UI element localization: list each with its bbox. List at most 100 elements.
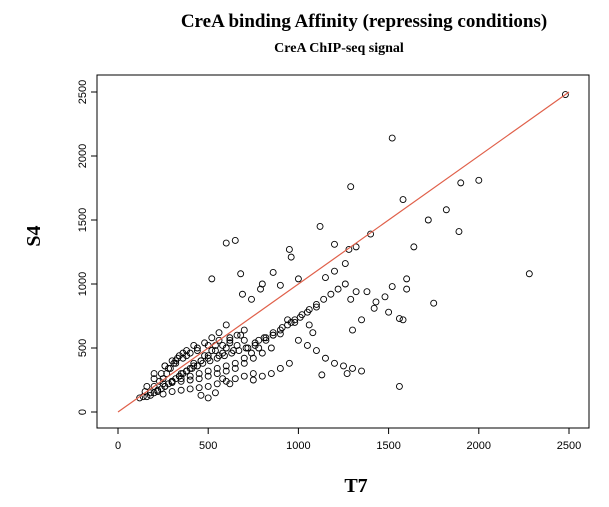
data-point (222, 362, 230, 370)
data-point (168, 377, 176, 385)
data-point (170, 359, 178, 367)
data-point (166, 365, 174, 372)
x-tick-label: 1500 (376, 440, 400, 452)
data-point (213, 365, 221, 372)
data-point (249, 370, 257, 378)
data-point (195, 375, 203, 383)
data-point (222, 321, 230, 329)
data-point (222, 239, 230, 247)
data-point (150, 382, 158, 390)
y-tick-label: 2000 (77, 144, 89, 168)
data-point (219, 375, 227, 383)
data-point (201, 352, 209, 360)
data-point (147, 391, 154, 399)
data-point (257, 285, 264, 293)
data-point (177, 386, 185, 394)
data-point (156, 377, 163, 385)
data-point (161, 362, 169, 370)
data-point (186, 372, 194, 380)
data-point (442, 206, 450, 214)
y-tick-label: 500 (77, 339, 89, 357)
data-point (276, 281, 284, 289)
data-point (237, 270, 245, 278)
data-point (403, 275, 411, 283)
data-point (222, 367, 230, 375)
data-point (395, 315, 403, 323)
data-point (193, 362, 201, 370)
data-point (204, 394, 212, 402)
data-point (226, 334, 234, 342)
x-axis: 0 500 1000 1500 2000 2500 (115, 427, 581, 452)
data-point (358, 367, 365, 375)
data-point (179, 349, 187, 357)
data-point (424, 216, 432, 224)
data-point (233, 331, 241, 339)
x-tick-label: 2500 (557, 440, 581, 452)
data-point (219, 341, 227, 349)
data-point (204, 367, 212, 375)
data-point (385, 308, 393, 316)
data-point (150, 375, 158, 383)
chart-title: CreA binding Affinity (repressing condit… (181, 11, 547, 32)
data-point (269, 331, 277, 339)
data-point (276, 365, 284, 372)
data-point (226, 339, 234, 347)
data-point (331, 240, 338, 248)
data-point (475, 176, 483, 184)
data-point (147, 389, 154, 397)
data-point (226, 336, 234, 344)
data-point (340, 362, 347, 370)
data-point (154, 386, 162, 394)
data-point (287, 253, 295, 261)
data-point (267, 370, 275, 378)
data-point (211, 347, 219, 355)
data-point (220, 352, 228, 360)
data-point (231, 375, 239, 383)
data-point (208, 275, 216, 283)
data-point (255, 344, 263, 352)
data-point (276, 330, 284, 338)
data-points (136, 91, 569, 402)
data-point (296, 313, 304, 321)
data-point (305, 306, 313, 314)
data-point (316, 222, 324, 230)
data-point (195, 384, 203, 392)
data-point (193, 347, 201, 355)
data-point (343, 370, 351, 378)
data-point (278, 324, 286, 331)
data-point (349, 365, 356, 372)
data-point (177, 370, 185, 378)
data-point (201, 339, 209, 347)
data-point (341, 260, 349, 267)
data-point (269, 329, 277, 337)
data-point (195, 370, 203, 378)
data-point (352, 243, 360, 251)
data-point (188, 365, 196, 372)
data-point (388, 134, 396, 142)
fit-line (117, 91, 570, 413)
data-point (242, 344, 250, 352)
y-tick-label: 0 (77, 409, 89, 415)
data-point (345, 245, 353, 253)
data-point (312, 301, 320, 308)
data-point (395, 382, 403, 390)
data-point (240, 359, 248, 367)
data-point (372, 298, 380, 306)
data-point (305, 321, 313, 329)
data-point (294, 275, 302, 283)
data-point (381, 293, 389, 301)
x-tick-label: 2000 (467, 440, 491, 452)
data-point (430, 299, 438, 307)
y-axis-label: S4 (23, 225, 45, 246)
data-point (159, 390, 167, 398)
data-point (226, 380, 234, 388)
data-point (231, 365, 239, 372)
data-point (331, 267, 338, 275)
data-point (240, 372, 248, 380)
x-tick-label: 1000 (286, 440, 310, 452)
data-point (206, 357, 214, 365)
data-point (240, 354, 248, 362)
data-point (248, 295, 255, 303)
data-point (303, 341, 311, 349)
